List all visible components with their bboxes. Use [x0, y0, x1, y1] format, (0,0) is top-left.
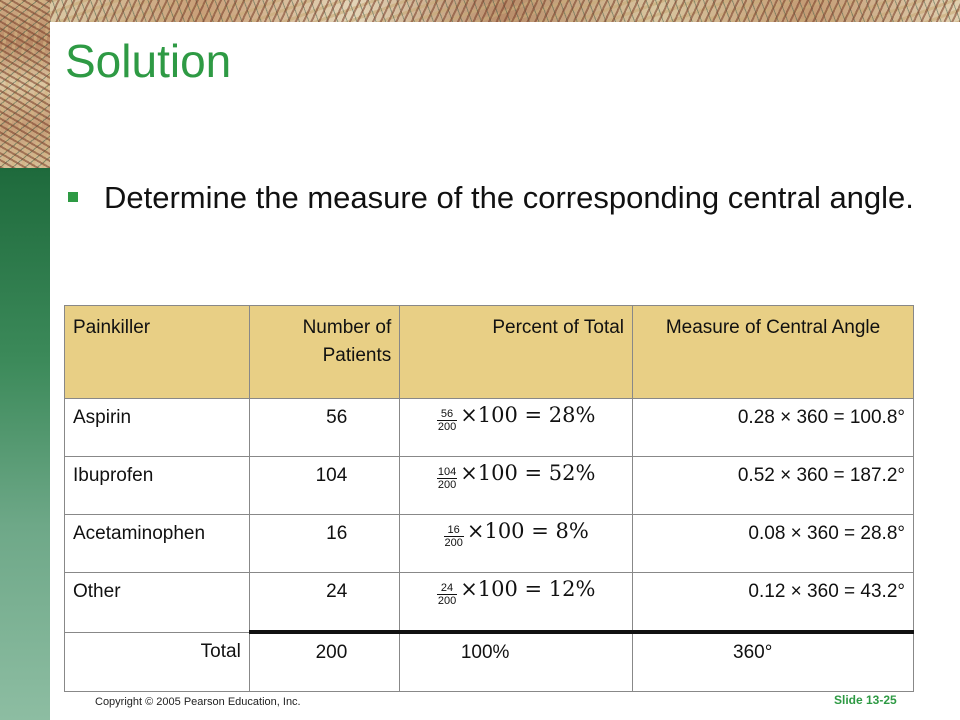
cell-angle: 0.08 × 360 = 28.8°	[632, 514, 914, 573]
green-side-bar	[0, 168, 50, 720]
cell-percent-formula: 24 200 ×100 = 12%	[399, 572, 634, 633]
cell-angle: 0.28 × 360 = 100.8°	[632, 398, 914, 457]
cell-painkiller: Acetaminophen	[64, 514, 250, 573]
copyright-text: Copyright © 2005 Pearson Education, Inc.	[95, 696, 301, 708]
fraction-denominator: 200	[437, 421, 457, 434]
table-row: Ibuprofen 104 104 200 ×100 = 52% 0.52 × 36…	[64, 456, 914, 515]
cell-patients: 16	[248, 514, 401, 573]
formula-result: ×100 = 28%	[460, 403, 596, 427]
cell-patients: 56	[248, 398, 401, 457]
fraction-numerator: 24	[436, 582, 458, 596]
cell-patients: 104	[248, 456, 401, 515]
marble-left-border	[0, 0, 50, 168]
table-row: Acetaminophen 16 16 200 ×100 = 8% 0.08 × 3…	[64, 514, 914, 573]
marble-top-border	[50, 0, 960, 22]
table-row: Other 24 24 200 ×100 = 12% 0.12 × 360 = 43…	[64, 572, 914, 633]
header-percent: Percent of Total	[399, 305, 634, 399]
cell-percent-formula: 16 200 ×100 = 8%	[399, 514, 634, 573]
fraction: 104 200	[436, 466, 458, 492]
header-patients: Number of Patients	[248, 305, 401, 399]
painkiller-table: Painkiller Number of Patients Percent of…	[64, 305, 914, 692]
cell-percent-formula: 104 200 ×100 = 52%	[399, 456, 634, 515]
slide-title: Solution	[65, 35, 232, 87]
table-header-row: Painkiller Number of Patients Percent of…	[64, 305, 914, 399]
table-total-row: Total 200 100% 360°	[64, 630, 914, 692]
total-label: Total	[64, 631, 250, 692]
slide-number: Slide 13-25	[834, 693, 897, 707]
fraction-numerator: 16	[443, 524, 464, 538]
bullet-text: Determine the measure of the correspondi…	[104, 180, 914, 215]
header-painkiller: Painkiller	[64, 305, 250, 399]
fraction: 56 200	[436, 408, 458, 434]
table-row: Aspirin 56 56 200 ×100 = 28% 0.28 × 360 = …	[64, 398, 914, 457]
cell-percent-formula: 56 200 ×100 = 28%	[399, 398, 634, 457]
formula-result: ×100 = 52%	[460, 461, 596, 485]
square-bullet-icon	[68, 192, 78, 202]
cell-painkiller: Ibuprofen	[64, 456, 250, 515]
total-patients: 200	[248, 630, 401, 692]
header-angle: Measure of Central Angle	[632, 305, 914, 399]
cell-painkiller: Other	[64, 572, 250, 633]
fraction-denominator: 200	[444, 537, 463, 550]
fraction: 24 200	[436, 582, 458, 608]
formula-result: ×100 = 8%	[466, 519, 589, 543]
cell-angle: 0.52 × 360 = 187.2°	[632, 456, 914, 515]
fraction-denominator: 200	[437, 479, 457, 492]
fraction-numerator: 56	[436, 408, 458, 422]
fraction: 16 200	[443, 524, 464, 550]
total-angle: 360°	[632, 630, 914, 692]
fraction-denominator: 200	[437, 595, 457, 608]
formula-result: ×100 = 12%	[460, 577, 596, 601]
cell-painkiller: Aspirin	[64, 398, 250, 457]
cell-patients: 24	[248, 572, 401, 633]
total-percent: 100%	[399, 630, 634, 692]
fraction-numerator: 104	[436, 466, 458, 480]
cell-angle: 0.12 × 360 = 43.2°	[632, 572, 914, 633]
